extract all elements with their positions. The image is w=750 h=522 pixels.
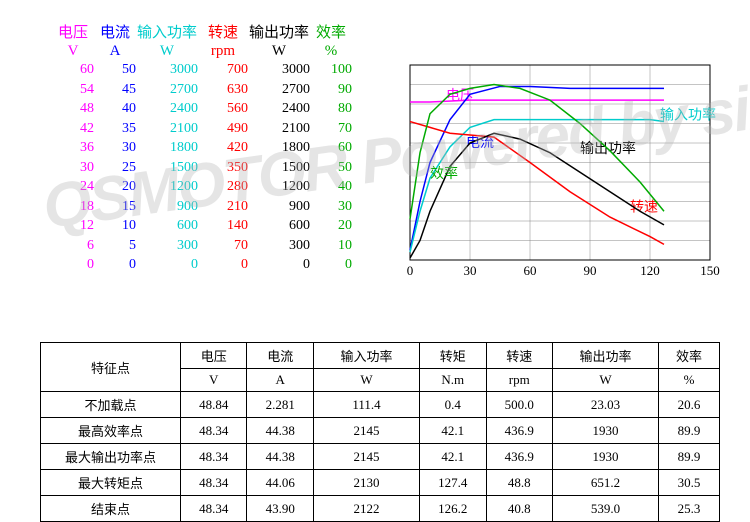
svg-text:电压: 电压 bbox=[446, 88, 474, 104]
cell: 30.5 bbox=[659, 470, 720, 496]
table-row: 最大输出功率点48.3444.38214542.1436.9193089.9 bbox=[41, 444, 720, 470]
cell: 42.1 bbox=[420, 418, 486, 444]
scale-col: 60544842363024181260 bbox=[52, 60, 94, 275]
svg-text:效率: 效率 bbox=[430, 165, 458, 182]
col-header: 效率 bbox=[659, 343, 720, 369]
svg-text:输入功率: 输入功率 bbox=[660, 107, 716, 124]
cell: 48.34 bbox=[181, 418, 247, 444]
cell: 44.38 bbox=[247, 444, 313, 470]
cell: 42.1 bbox=[420, 444, 486, 470]
table-row: 最高效率点48.3444.38214542.1436.9193089.9 bbox=[41, 418, 720, 444]
axis-headers: 电压V电流A输入功率W转速rpm输出功率W效率% bbox=[52, 24, 352, 60]
col-header: 电压 bbox=[181, 343, 247, 369]
svg-text:30: 30 bbox=[464, 263, 477, 278]
cell: 23.03 bbox=[553, 392, 659, 418]
scale-col: 30002700240021001800150012009006003000 bbox=[136, 60, 198, 275]
cell: 2.281 bbox=[247, 392, 313, 418]
axis-scales: 6054484236302418126050454035302520151050… bbox=[52, 60, 352, 275]
cell: 48.34 bbox=[181, 496, 247, 522]
table-corner: 特征点 bbox=[41, 343, 181, 392]
cell: 2145 bbox=[313, 418, 419, 444]
scale-col: 1009080706050403020100 bbox=[310, 60, 352, 275]
header-%: 效率% bbox=[310, 24, 352, 60]
col-header: 电流 bbox=[247, 343, 313, 369]
table-row: 结束点48.3443.902122126.240.8539.025.3 bbox=[41, 496, 720, 522]
col-unit: N.m bbox=[420, 369, 486, 392]
cell: 40.8 bbox=[486, 496, 552, 522]
cell: 127.4 bbox=[420, 470, 486, 496]
cell: 25.3 bbox=[659, 496, 720, 522]
header-A: 电流A bbox=[94, 24, 136, 60]
cell: 48.84 bbox=[181, 392, 247, 418]
cell: 111.4 bbox=[313, 392, 419, 418]
cell: 539.0 bbox=[553, 496, 659, 522]
header-V: 电压V bbox=[52, 24, 94, 60]
cell: 48.34 bbox=[181, 470, 247, 496]
col-unit: W bbox=[553, 369, 659, 392]
col-unit: % bbox=[659, 369, 720, 392]
header-W: 输入功率W bbox=[136, 24, 198, 60]
scale-col: 700630560490420350280210140700 bbox=[198, 60, 248, 275]
row-label: 最高效率点 bbox=[41, 418, 181, 444]
cell: 436.9 bbox=[486, 418, 552, 444]
header-rpm: 转速rpm bbox=[198, 24, 248, 60]
cell: 48.8 bbox=[486, 470, 552, 496]
col-header: 输入功率 bbox=[313, 343, 419, 369]
col-header: 输出功率 bbox=[553, 343, 659, 369]
svg-text:120: 120 bbox=[640, 263, 660, 278]
col-header: 转矩 bbox=[420, 343, 486, 369]
cell: 44.06 bbox=[247, 470, 313, 496]
col-header: 转速 bbox=[486, 343, 552, 369]
header-W: 输出功率W bbox=[248, 24, 310, 60]
cell: 0.4 bbox=[420, 392, 486, 418]
cell: 20.6 bbox=[659, 392, 720, 418]
row-label: 最大转矩点 bbox=[41, 470, 181, 496]
cell: 1930 bbox=[553, 444, 659, 470]
table-row: 不加载点48.842.281111.40.4500.023.0320.6 bbox=[41, 392, 720, 418]
row-label: 最大输出功率点 bbox=[41, 444, 181, 470]
svg-text:60: 60 bbox=[524, 263, 537, 278]
cell: 126.2 bbox=[420, 496, 486, 522]
cell: 2145 bbox=[313, 444, 419, 470]
svg-text:150: 150 bbox=[700, 263, 720, 278]
cell: 1930 bbox=[553, 418, 659, 444]
cell: 43.90 bbox=[247, 496, 313, 522]
svg-text:90: 90 bbox=[584, 263, 597, 278]
cell: 44.38 bbox=[247, 418, 313, 444]
row-label: 不加载点 bbox=[41, 392, 181, 418]
col-unit: W bbox=[313, 369, 419, 392]
cell: 2122 bbox=[313, 496, 419, 522]
cell: 500.0 bbox=[486, 392, 552, 418]
characteristics-table: 特征点电压电流输入功率转矩转速输出功率效率VAWN.mrpmW%不加载点48.8… bbox=[40, 342, 720, 522]
cell: 48.34 bbox=[181, 444, 247, 470]
table-row: 最大转矩点48.3444.062130127.448.8651.230.5 bbox=[41, 470, 720, 496]
scale-col: 30002700240021001800150012009006003000 bbox=[248, 60, 310, 275]
col-unit: A bbox=[247, 369, 313, 392]
col-unit: rpm bbox=[486, 369, 552, 392]
scale-col: 50454035302520151050 bbox=[94, 60, 136, 275]
cell: 89.9 bbox=[659, 444, 720, 470]
row-label: 结束点 bbox=[41, 496, 181, 522]
performance-chart: 0306090120150电压电流输入功率转速输出功率效率 bbox=[400, 60, 730, 300]
svg-text:0: 0 bbox=[407, 263, 414, 278]
col-unit: V bbox=[181, 369, 247, 392]
cell: 89.9 bbox=[659, 418, 720, 444]
cell: 651.2 bbox=[553, 470, 659, 496]
cell: 2130 bbox=[313, 470, 419, 496]
cell: 436.9 bbox=[486, 444, 552, 470]
